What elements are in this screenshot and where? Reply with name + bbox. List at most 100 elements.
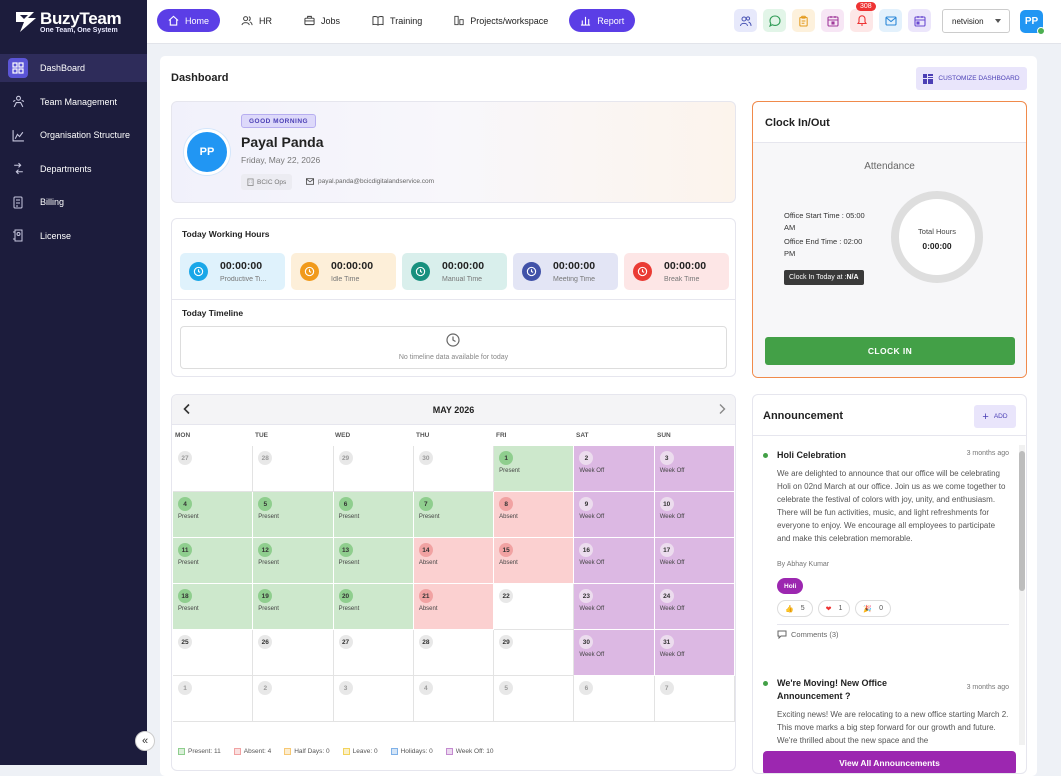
mail-icon (306, 178, 314, 185)
calendar-day-cell[interactable]: 4 Present (173, 492, 254, 538)
nav-training-button[interactable]: Training (361, 9, 433, 32)
calendar-day-cell[interactable]: 6 Present (333, 492, 414, 538)
calendar-day-cell[interactable]: 10 Week Off (654, 492, 735, 538)
calendar-day-status: Week Off (579, 606, 605, 612)
calendar-button[interactable] (821, 9, 844, 32)
notification-count-badge: 308 (856, 2, 876, 11)
party-icon: 🎉 (863, 605, 873, 613)
sidebar-item-departments[interactable]: Departments (0, 155, 147, 183)
nav-home-button[interactable]: Home (157, 9, 221, 32)
calendar-day-cell[interactable]: 21 Absent (413, 584, 495, 630)
notifications-button[interactable]: 308 (850, 2, 876, 32)
profile-avatar: PP (184, 129, 230, 175)
calendar-day-cell[interactable]: 26 (253, 630, 334, 676)
calendar-day-cell[interactable]: 18 Present (173, 584, 254, 630)
hours-value: 00:00:00 (442, 260, 485, 272)
add-announcement-button[interactable]: + ADD (974, 405, 1016, 428)
calendar-day-cell[interactable]: 6 (574, 676, 655, 722)
schedule-button[interactable] (908, 9, 931, 32)
clock-in-out-card: Clock In/Out Attendance Office Start Tim… (752, 101, 1027, 378)
legend-label: Absent: 4 (243, 748, 272, 755)
calendar-day-cell[interactable]: 1 Present (494, 446, 575, 492)
calendar-day-cell[interactable]: 14 Absent (413, 538, 495, 584)
calendar-day-cell[interactable]: 29 (494, 630, 575, 676)
calendar-day-cell[interactable]: 28 (413, 630, 495, 676)
calendar-day-cell[interactable]: 9 Week Off (574, 492, 655, 538)
chat-button[interactable] (763, 9, 786, 32)
chevron-left-icon[interactable] (182, 403, 192, 418)
calendar-day-number: 9 (579, 497, 594, 511)
chevron-right-icon[interactable] (717, 403, 727, 418)
calendar-day-cell[interactable]: 15 Absent (494, 538, 575, 584)
comments-link[interactable]: Comments (3) (777, 630, 839, 639)
calendar-day-cell[interactable]: 23 Week Off (574, 584, 655, 630)
nav-report-button[interactable]: Report (569, 9, 636, 32)
calendar-day-cell[interactable]: 31 Week Off (654, 630, 735, 676)
team-directory-button[interactable] (734, 9, 757, 32)
calendar-day-cell[interactable]: 11 Present (173, 538, 254, 584)
calendar-day-cell[interactable]: 7 Present (413, 492, 495, 538)
meeting-time-card: 00:00:00 Meeting Time (513, 253, 618, 290)
nav-jobs-button[interactable]: Jobs (293, 9, 351, 32)
announcement-tag[interactable]: Holi (777, 578, 804, 594)
reaction-party-button[interactable]: 🎉 0 (855, 600, 892, 617)
brand-logo[interactable]: BuzyTeam One Team, One System (0, 0, 147, 44)
timeline-empty-text: No timeline data available for today (398, 354, 509, 361)
sidebar-item-dashboard[interactable]: DashBoard (0, 54, 147, 82)
calendar-day-cell[interactable]: 12 Present (253, 538, 334, 584)
clock-in-button[interactable]: CLOCK IN (765, 337, 1015, 365)
sidebar-item-organisation-structure[interactable]: Organisation Structure (0, 121, 147, 149)
hr-icon (241, 16, 253, 26)
calendar-day-cell[interactable]: 17 Week Off (654, 538, 735, 584)
calendar-day-cell[interactable]: 3 Week Off (654, 446, 735, 492)
announcement-item[interactable]: Holi Celebration 3 months ago We are del… (763, 449, 1009, 649)
calendar-day-status: Present (258, 560, 279, 566)
sidebar-item-billing[interactable]: Billing (0, 188, 147, 216)
tasks-button[interactable] (792, 9, 815, 32)
calendar-day-cell[interactable]: 24 Week Off (654, 584, 735, 630)
calendar-day-cell[interactable]: 27 (173, 446, 254, 492)
calendar-day-cell[interactable]: 4 (413, 676, 495, 722)
clock-icon (411, 262, 430, 281)
sidebar-item-license[interactable]: License (0, 222, 147, 250)
announcement-card: Announcement + ADD Holi Celebration 3 mo… (752, 394, 1027, 774)
calendar-day-cell[interactable]: 5 Present (253, 492, 334, 538)
calendar-day-cell[interactable]: 3 (333, 676, 414, 722)
calendar-day-cell[interactable]: 30 (413, 446, 495, 492)
organization-select[interactable]: netvision (942, 9, 1010, 33)
calendar-day-cell[interactable]: 29 (333, 446, 414, 492)
mail-button[interactable] (879, 9, 902, 32)
calendar-day-cell[interactable]: 7 (654, 676, 735, 722)
sidebar-item-team-management[interactable]: Team Management (0, 88, 147, 116)
calendar-day-cell[interactable]: 2 Week Off (574, 446, 655, 492)
comment-icon (777, 630, 787, 639)
calendar-day-cell[interactable]: 20 Present (333, 584, 414, 630)
customize-dashboard-button[interactable]: CUSTOMIZE DASHBOARD (916, 67, 1027, 90)
calendar-day-cell[interactable]: 25 (173, 630, 254, 676)
clock-icon (446, 333, 460, 347)
calendar-day-cell[interactable]: 13 Present (333, 538, 414, 584)
calendar-day-number: 4 (178, 497, 192, 511)
sidebar-collapse-button[interactable]: « (135, 731, 155, 751)
calendar-day-cell[interactable]: 22 (494, 584, 575, 630)
scrollbar-thumb[interactable] (1019, 451, 1025, 591)
calendar-day-cell[interactable]: 28 (253, 446, 334, 492)
calendar-day-cell[interactable]: 27 (333, 630, 414, 676)
user-avatar-button[interactable]: PP (1020, 10, 1045, 35)
calendar-day-cell[interactable]: 2 (253, 676, 334, 722)
calendar-day-cell[interactable]: 8 Absent (494, 492, 575, 538)
calendar-day-number: 8 (499, 497, 514, 511)
nav-hr-button[interactable]: HR (230, 9, 283, 32)
reaction-heart-button[interactable]: ❤ 1 (817, 600, 851, 617)
calendar-day-cell[interactable]: 1 (173, 676, 254, 722)
calendar-day-cell[interactable]: 19 Present (253, 584, 334, 630)
calendar-day-cell[interactable]: 30 Week Off (574, 630, 655, 676)
nav-projects-button[interactable]: Projects/workspace (443, 9, 559, 32)
scrollbar[interactable] (1019, 445, 1025, 745)
view-all-announcements-button[interactable]: View All Announcements (763, 751, 1016, 773)
reaction-thumbs-up-button[interactable]: 👍 5 (777, 600, 813, 617)
calendar-day-cell[interactable]: 16 Week Off (574, 538, 655, 584)
plus-icon: + (982, 410, 989, 423)
announcement-item[interactable]: We're Moving! New Office Announcement ? … (763, 677, 1009, 749)
calendar-day-cell[interactable]: 5 (494, 676, 575, 722)
